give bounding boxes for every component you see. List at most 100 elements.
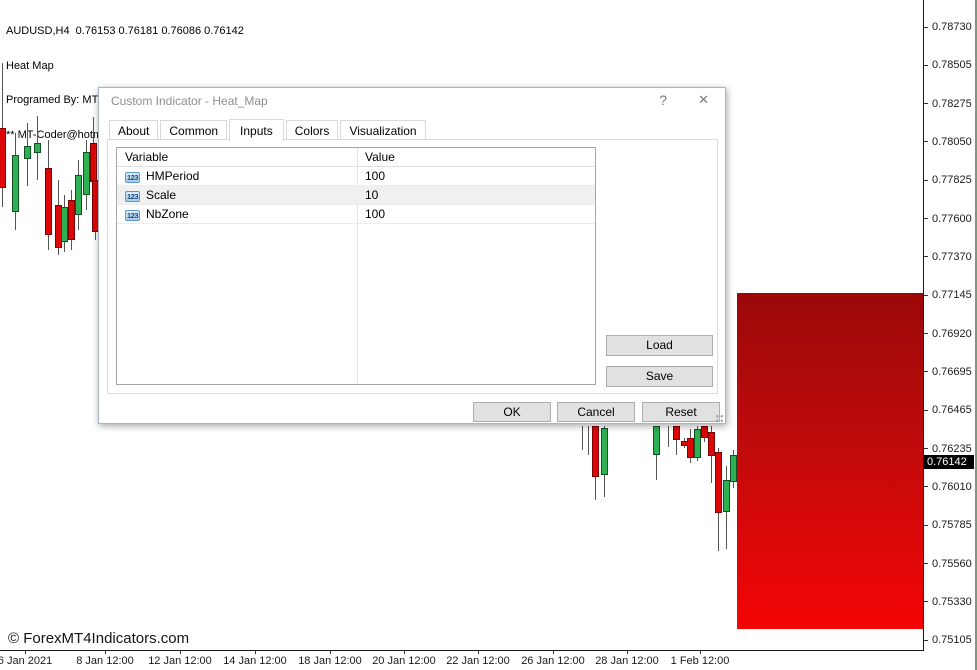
value-cell[interactable]: 10 bbox=[365, 188, 379, 202]
time-tick bbox=[627, 651, 628, 654]
price-axis-label: 0.77825 bbox=[932, 174, 972, 187]
variable-cell: 123 Scale bbox=[125, 188, 177, 202]
reset-button[interactable]: Reset bbox=[642, 402, 720, 422]
dialog-titlebar[interactable]: Custom Indicator - Heat_Map ? ✕ bbox=[99, 88, 725, 114]
window-right-edge bbox=[975, 0, 977, 670]
price-tick bbox=[924, 256, 928, 257]
time-tick bbox=[180, 651, 181, 654]
price-tick bbox=[924, 486, 928, 487]
load-button[interactable]: Load bbox=[606, 335, 713, 356]
symbol-ohlc-line: AUDUSD,H4 0.76153 0.76181 0.76086 0.7614… bbox=[6, 25, 244, 37]
price-axis-label: 0.76695 bbox=[932, 365, 972, 378]
price-tick bbox=[924, 640, 928, 641]
time-axis-label: 20 Jan 12:00 bbox=[372, 655, 436, 667]
candle-body bbox=[12, 155, 19, 212]
help-icon[interactable]: ? bbox=[659, 92, 667, 108]
time-axis-label: 14 Jan 12:00 bbox=[223, 655, 287, 667]
candle-body bbox=[0, 128, 6, 188]
tab-visualization[interactable]: Visualization bbox=[340, 120, 426, 140]
candle-body bbox=[653, 426, 660, 455]
time-tick bbox=[478, 651, 479, 654]
candle-body bbox=[730, 455, 737, 482]
tab-common[interactable]: Common bbox=[160, 120, 228, 140]
price-tick bbox=[924, 563, 928, 564]
time-tick bbox=[553, 651, 554, 654]
candle-body bbox=[83, 152, 90, 195]
heatmap-zone bbox=[737, 293, 923, 629]
price-tick bbox=[924, 333, 928, 334]
price-axis[interactable]: 0.78730 0.78505 0.78275 0.78050 0.77825 0.776… bbox=[924, 0, 976, 651]
indicator-name-line: Heat Map bbox=[6, 59, 54, 72]
time-axis-label: 6 Jan 2021 bbox=[0, 655, 53, 667]
price-axis-label: 0.76235 bbox=[932, 442, 972, 455]
price-axis-label: 0.77600 bbox=[932, 212, 972, 225]
time-axis-label: 18 Jan 12:00 bbox=[298, 655, 362, 667]
table-row[interactable]: 123 HMPeriod 100 bbox=[117, 167, 595, 186]
price-axis-label: 0.76010 bbox=[932, 480, 972, 493]
numeric-type-icon: 123 bbox=[125, 210, 140, 221]
time-tick bbox=[255, 651, 256, 654]
price-tick bbox=[924, 448, 928, 449]
price-axis-label: 0.77145 bbox=[932, 289, 972, 302]
ok-button[interactable]: OK bbox=[473, 402, 551, 422]
value-cell[interactable]: 100 bbox=[365, 207, 386, 221]
candle-wick bbox=[676, 426, 677, 455]
price-tick bbox=[924, 601, 928, 602]
tab-inputs[interactable]: Inputs bbox=[229, 119, 284, 142]
price-axis-label: 0.75105 bbox=[932, 634, 972, 647]
candle-body bbox=[68, 200, 75, 240]
price-axis-label: 0.78505 bbox=[932, 59, 972, 72]
price-tick bbox=[924, 103, 928, 104]
candle-body bbox=[687, 438, 694, 458]
time-tick bbox=[404, 651, 405, 654]
time-tick bbox=[105, 651, 106, 654]
candle-body bbox=[708, 432, 715, 456]
price-axis-label: 0.75560 bbox=[932, 557, 972, 570]
price-tick bbox=[924, 371, 928, 372]
candle-wick bbox=[668, 426, 669, 447]
variable-cell: 123 HMPeriod bbox=[125, 169, 200, 183]
time-axis[interactable]: 6 Jan 2021 8 Jan 12:00 12 Jan 12:00 14 Jan … bbox=[0, 651, 924, 670]
candle-body bbox=[723, 480, 730, 512]
price-axis-label: 0.78050 bbox=[932, 135, 972, 148]
save-button[interactable]: Save bbox=[606, 366, 713, 387]
candle-body bbox=[694, 429, 701, 458]
tab-colors[interactable]: Colors bbox=[285, 120, 339, 140]
variable-cell: 123 NbZone bbox=[125, 207, 189, 221]
time-axis-label: 22 Jan 12:00 bbox=[446, 655, 510, 667]
close-icon[interactable]: ✕ bbox=[698, 92, 709, 107]
candle-body bbox=[701, 426, 708, 438]
time-axis-label: 28 Jan 12:00 bbox=[595, 655, 659, 667]
candle-body bbox=[24, 146, 31, 159]
price-tick bbox=[924, 410, 928, 411]
candle-body bbox=[673, 426, 680, 440]
dialog-tabs: About Common Inputs Colors Visualization bbox=[109, 119, 428, 142]
candle-wick bbox=[588, 426, 589, 455]
price-tick bbox=[924, 65, 928, 66]
price-axis-label: 0.78730 bbox=[932, 21, 972, 33]
watermark-text: © ForexMT4Indicators.com bbox=[8, 630, 190, 647]
price-tick bbox=[924, 295, 928, 296]
price-tick bbox=[924, 27, 928, 28]
cancel-button[interactable]: Cancel bbox=[557, 402, 635, 422]
table-row[interactable]: 123 Scale 10 bbox=[117, 186, 595, 205]
price-tick bbox=[924, 141, 928, 142]
table-row[interactable]: 123 NbZone 100 bbox=[117, 205, 595, 224]
numeric-type-icon: 123 bbox=[125, 172, 140, 183]
price-axis-label: 0.75330 bbox=[932, 595, 972, 608]
value-cell[interactable]: 100 bbox=[365, 169, 386, 183]
candle-body bbox=[715, 452, 722, 513]
resize-grip-icon[interactable] bbox=[715, 414, 724, 423]
column-header-value: Value bbox=[365, 150, 395, 164]
current-price-badge: 0.76142 bbox=[924, 455, 974, 469]
price-tick bbox=[924, 180, 928, 181]
price-axis-label: 0.78275 bbox=[932, 97, 972, 110]
candle-body bbox=[61, 207, 68, 242]
tab-about[interactable]: About bbox=[109, 120, 159, 140]
table-header-row: Variable Value bbox=[117, 148, 595, 167]
dialog-title: Custom Indicator - Heat_Map bbox=[111, 94, 268, 108]
price-tick bbox=[924, 218, 928, 219]
time-tick bbox=[25, 651, 26, 654]
time-axis-label: 12 Jan 12:00 bbox=[148, 655, 212, 667]
